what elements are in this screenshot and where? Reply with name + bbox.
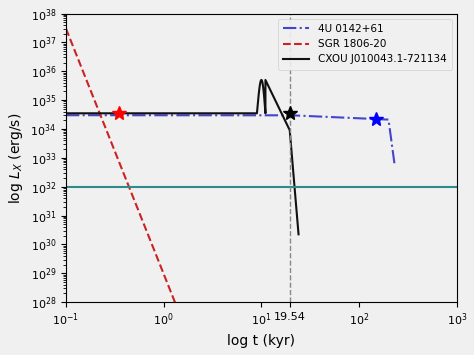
CXOU J010043.1-721134 [263, 78, 268, 82]
SGR 1806-20 [132, 198, 137, 203]
CXOU J010043.1-721134 [296, 232, 301, 236]
SGR 1806-20 [63, 27, 69, 31]
Line: 4U 0142+61: 4U 0142+61 [66, 115, 394, 163]
X-axis label: log t (kyr): log t (kyr) [228, 334, 295, 348]
CXOU J010043.1-721134 [261, 87, 266, 91]
CXOU J010043.1-721134 [138, 111, 144, 115]
4U 0142+61 [388, 135, 394, 140]
Y-axis label: log $L_X$ (erg/s): log $L_X$ (erg/s) [7, 112, 25, 203]
4U 0142+61 [321, 115, 327, 119]
4U 0142+61 [359, 116, 365, 121]
SGR 1806-20 [157, 263, 163, 268]
SGR 1806-20 [129, 193, 135, 197]
CXOU J010043.1-721134 [288, 146, 294, 150]
4U 0142+61 [346, 116, 352, 120]
4U 0142+61 [160, 113, 166, 118]
Legend: 4U 0142+61, SGR 1806-20, CXOU J010043.1-721134: 4U 0142+61, SGR 1806-20, CXOU J010043.1-… [278, 19, 452, 70]
SGR 1806-20 [164, 282, 170, 286]
SGR 1806-20 [64, 27, 69, 32]
4U 0142+61 [392, 161, 397, 165]
4U 0142+61 [388, 134, 393, 138]
CXOU J010043.1-721134 [260, 85, 266, 89]
Line: CXOU J010043.1-721134: CXOU J010043.1-721134 [66, 80, 299, 234]
CXOU J010043.1-721134 [63, 111, 69, 115]
Line: SGR 1806-20: SGR 1806-20 [66, 29, 178, 310]
SGR 1806-20 [175, 308, 181, 312]
CXOU J010043.1-721134 [153, 111, 158, 115]
4U 0142+61 [63, 113, 69, 118]
SGR 1806-20 [130, 194, 136, 198]
CXOU J010043.1-721134 [294, 213, 300, 217]
